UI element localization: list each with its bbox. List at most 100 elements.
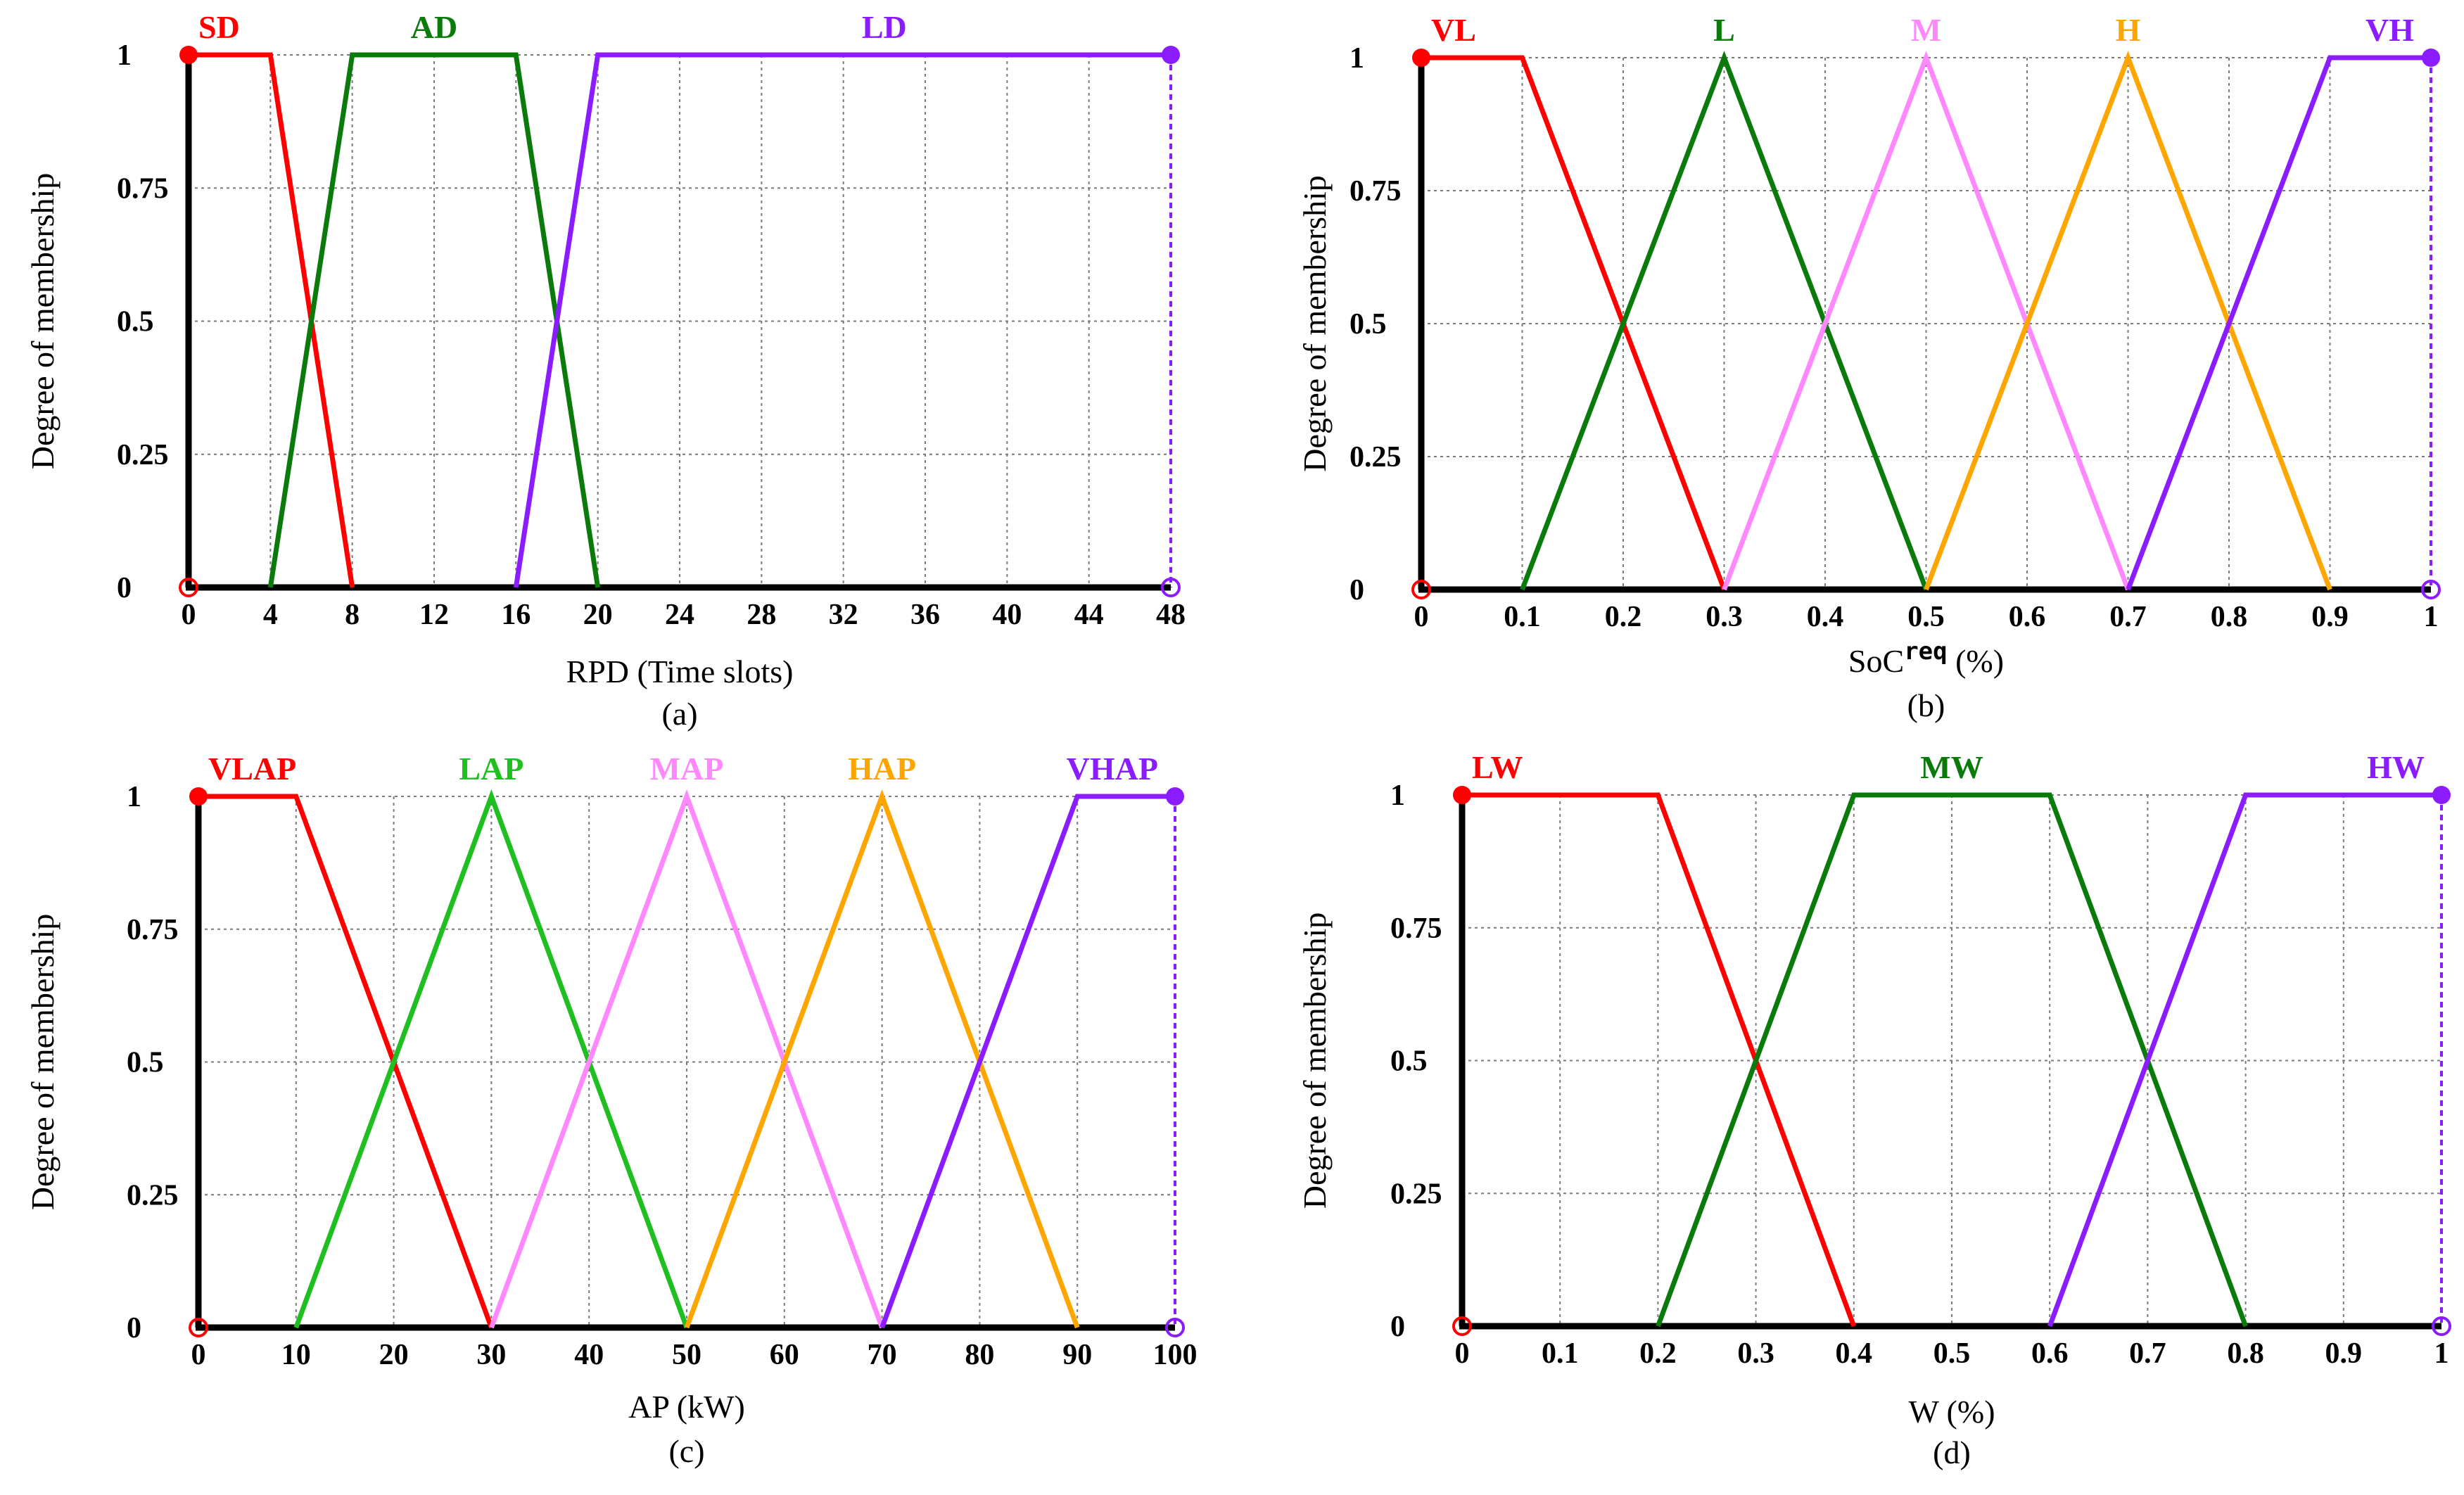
x-tick-label: 20 (583, 599, 613, 631)
series-label-lap: LAP (459, 751, 523, 787)
y-axis-label: Degree of membership (25, 173, 61, 470)
x-tick-label: 70 (868, 1339, 897, 1371)
series-lw-line (1462, 792, 1857, 1328)
x-tick-label: 0.5 (1933, 1337, 1971, 1370)
x-tick-label: 0.3 (1706, 601, 1743, 633)
series-label-mw: MW (1920, 749, 1983, 785)
x-tick-label: 0.2 (1639, 1337, 1677, 1370)
series-label-ad: AD (411, 9, 457, 45)
y-tick-label: 0.75 (127, 914, 179, 946)
end-marker-filled (1166, 787, 1184, 806)
y-tick-label: 1 (117, 39, 132, 72)
series-sd-line (189, 52, 355, 588)
chart-panel-b: VL L M H VH 0 0.25 0.5 0.75 1 0 0.1 0.2 0.3 0.4 0.5 0.6 0… (1297, 12, 2441, 723)
x-tick-label: 1 (2424, 601, 2439, 633)
y-tick-label: 0 (117, 572, 132, 604)
x-axis-label: SoCreq (%) (1848, 637, 2004, 679)
x-tick-label: 0.8 (2211, 601, 2248, 633)
series-label-m: M (1911, 12, 1941, 48)
series-label-vh: VH (2365, 12, 2414, 48)
end-marker-open (2432, 1316, 2451, 1336)
x-tick-label: 20 (379, 1339, 409, 1371)
x-tick-label: 1 (2434, 1337, 2449, 1370)
grid (198, 796, 1175, 1328)
x-tick-label: 4 (263, 599, 278, 631)
x-tick-label: 0.1 (1542, 1337, 1579, 1370)
x-tick-label: 0.9 (2311, 601, 2349, 633)
series-label-hw: HW (2367, 749, 2425, 785)
end-marker-open (2421, 580, 2441, 599)
grid (189, 54, 1171, 587)
grid (1462, 794, 2441, 1326)
y-axis-label: Degree of membership (1297, 912, 1333, 1209)
x-tick-label: 0 (182, 599, 196, 631)
x-tick-label: 0.5 (1907, 601, 1945, 633)
series-lap-line (293, 789, 690, 1329)
y-tick-label: 0.25 (127, 1179, 179, 1211)
series-label-vlap: VLAP (208, 751, 296, 787)
start-marker-open (179, 578, 198, 597)
x-tick-label: 10 (281, 1339, 311, 1371)
x-tick-label: 80 (965, 1339, 994, 1371)
y-tick-label: 0.5 (1390, 1045, 1428, 1078)
x-tick-label: 32 (829, 599, 858, 631)
x-tick-label: 50 (672, 1339, 701, 1371)
y-tick-label: 1 (127, 781, 141, 813)
panel-label: (c) (668, 1433, 704, 1469)
y-tick-label: 0.75 (1390, 912, 1442, 945)
x-tick-label: 0 (191, 1339, 206, 1371)
x-tick-label: 0.3 (1737, 1337, 1774, 1370)
panel-label: (b) (1907, 687, 1945, 723)
x-tick-label: 0.1 (1504, 601, 1541, 633)
start-marker-filled (1412, 49, 1430, 67)
x-tick-label: 0.8 (2227, 1337, 2264, 1370)
series-label-map: MAP (650, 751, 724, 787)
start-marker-open (1452, 1316, 1472, 1336)
series-ld-line (513, 52, 1171, 588)
series-label-ld: LD (862, 9, 907, 45)
y-tick-label: 0.5 (1350, 308, 1387, 341)
x-tick-label: 0.6 (2031, 1337, 2069, 1370)
x-tick-label: 90 (1062, 1339, 1092, 1371)
y-tick-label: 1 (1350, 42, 1364, 75)
x-tick-label: 0.4 (1807, 601, 1844, 633)
series-vl-line (1421, 55, 1727, 591)
x-tick-label: 16 (501, 599, 531, 631)
series-label-h: H (2116, 12, 2141, 48)
x-tick-label: 100 (1153, 1339, 1198, 1371)
start-marker-filled (1453, 786, 1471, 804)
x-tick-label: 0.7 (2129, 1337, 2166, 1370)
x-tick-label: 40 (992, 599, 1022, 631)
start-marker-open (1411, 580, 1431, 599)
series-l-line (1520, 51, 1929, 591)
x-tick-label: 60 (770, 1339, 799, 1371)
x-tick-label: 12 (419, 599, 449, 631)
series-hw-line (2047, 792, 2441, 1328)
x-axis-label: AP (kW) (628, 1389, 745, 1425)
end-marker-filled (1162, 46, 1180, 64)
end-marker-filled (2422, 49, 2440, 67)
series-label-l: L (1713, 12, 1735, 48)
y-tick-label: 0.5 (117, 306, 154, 338)
series-vhap-line (879, 794, 1175, 1329)
x-tick-label: 0.6 (2009, 601, 2046, 633)
end-marker-filled (2432, 786, 2451, 804)
y-tick-label: 0 (1350, 574, 1364, 606)
grid (1421, 57, 2431, 590)
y-axis-label: Degree of membership (1297, 175, 1333, 472)
x-tick-label: 40 (574, 1339, 604, 1371)
series-map-line (489, 789, 884, 1329)
y-tick-label: 0.25 (1350, 441, 1402, 473)
end-marker-open (1161, 578, 1181, 597)
x-tick-label: 0 (1414, 601, 1429, 633)
series-label-hap: HAP (848, 751, 916, 787)
y-tick-label: 0.25 (1390, 1178, 1442, 1210)
x-tick-label: 30 (476, 1339, 506, 1371)
series-label-lw: LW (1472, 749, 1523, 785)
y-tick-label: 0.5 (127, 1047, 164, 1079)
start-marker-open (189, 1318, 208, 1337)
x-tick-label: 36 (910, 599, 940, 631)
